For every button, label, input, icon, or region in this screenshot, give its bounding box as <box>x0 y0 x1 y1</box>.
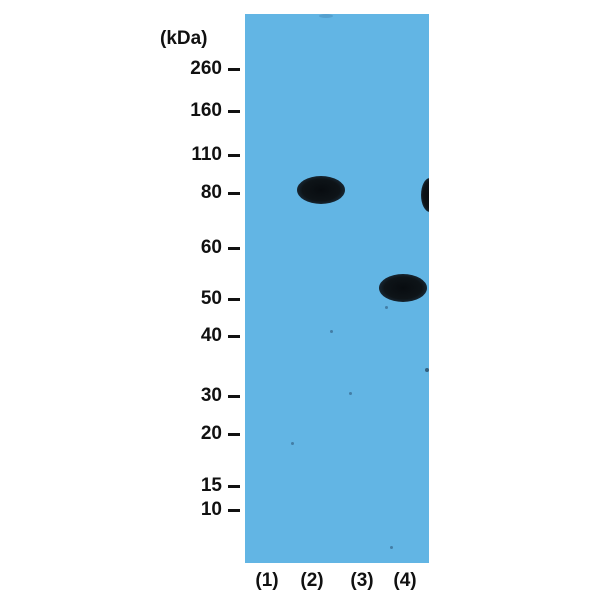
marker-label: 50 <box>200 288 222 309</box>
marker-label: 15 <box>200 475 222 496</box>
marker-tick <box>228 394 240 398</box>
marker-tick <box>228 153 240 157</box>
marker-50: 50 <box>150 288 240 309</box>
speck <box>319 14 333 18</box>
lane-label-4: (4) <box>393 570 417 591</box>
marker-260: 260 <box>150 58 240 79</box>
marker-10: 10 <box>150 499 240 520</box>
speck <box>349 392 352 395</box>
blot-membrane <box>245 14 429 563</box>
band-lane-4 <box>379 274 427 302</box>
marker-tick <box>228 109 240 113</box>
marker-tick <box>228 508 240 512</box>
marker-40: 40 <box>150 325 240 346</box>
edge-smear <box>421 178 429 212</box>
marker-60: 60 <box>150 237 240 258</box>
unit-label: (kDa) <box>160 28 208 49</box>
marker-label: 10 <box>200 499 222 520</box>
marker-tick <box>228 484 240 488</box>
marker-80: 80 <box>150 182 240 203</box>
marker-tick <box>228 246 240 250</box>
marker-label: 60 <box>200 237 222 258</box>
marker-label: 160 <box>190 100 222 121</box>
speck <box>390 546 393 549</box>
marker-label: 30 <box>200 385 222 406</box>
marker-tick <box>228 432 240 436</box>
marker-tick <box>228 67 240 71</box>
marker-15: 15 <box>150 475 240 496</box>
marker-tick <box>228 191 240 195</box>
marker-label: 260 <box>190 58 222 79</box>
speck <box>330 330 333 333</box>
marker-30: 30 <box>150 385 240 406</box>
lane-label-3: (3) <box>350 570 374 591</box>
speck <box>291 442 294 445</box>
lane-label-1: (1) <box>255 570 279 591</box>
band-lane-2 <box>297 176 345 204</box>
marker-20: 20 <box>150 423 240 444</box>
marker-tick <box>228 297 240 301</box>
marker-label: 110 <box>191 144 222 165</box>
speck <box>385 306 388 309</box>
lane-label-2: (2) <box>300 570 324 591</box>
marker-label: 20 <box>200 423 222 444</box>
marker-160: 160 <box>150 100 240 121</box>
speck <box>425 368 429 372</box>
marker-tick <box>228 334 240 338</box>
marker-110: 110 <box>150 144 240 165</box>
marker-label: 80 <box>200 182 222 203</box>
marker-label: 40 <box>200 325 222 346</box>
